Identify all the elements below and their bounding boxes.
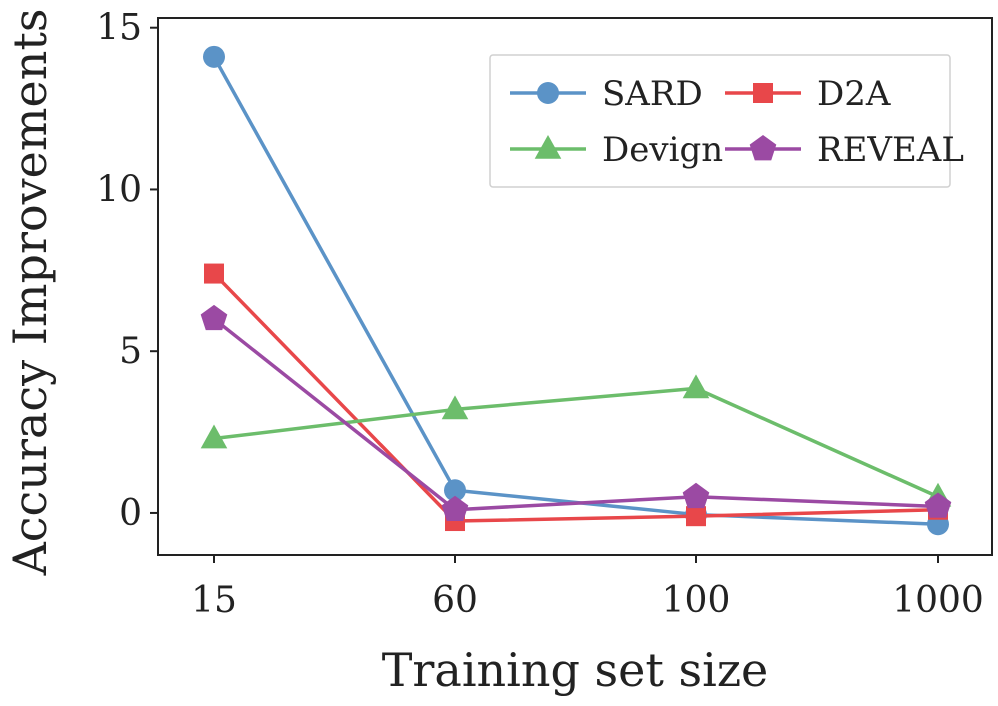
legend-item-sard: SARD <box>510 74 703 114</box>
legend-item-reveal: REVEAL <box>725 130 964 170</box>
series-layer <box>200 45 952 536</box>
x-tick-label: 60 <box>432 580 478 621</box>
x-axis-label: Training set size <box>382 643 769 697</box>
legend-marker <box>537 82 559 104</box>
y-tick-label: 10 <box>96 169 142 210</box>
x-tick-label: 15 <box>191 580 237 621</box>
series-line <box>213 386 939 499</box>
y-tick-label: 5 <box>119 331 142 372</box>
data-point <box>686 506 706 527</box>
data-point <box>204 263 224 284</box>
data-point <box>200 304 228 331</box>
series-line <box>212 272 939 523</box>
legend-item-d2a: D2A <box>725 74 891 114</box>
y-axis-label: Accuracy Improvements <box>3 9 57 577</box>
legend-item-devign: Devign <box>510 130 723 170</box>
data-point <box>200 424 228 449</box>
data-point <box>924 492 952 518</box>
series-devign <box>200 374 952 507</box>
data-point <box>441 395 469 420</box>
legend-label: D2A <box>817 74 891 114</box>
y-tick-label: 15 <box>96 8 142 49</box>
legend-label: SARD <box>602 74 703 114</box>
series-reveal <box>200 304 952 522</box>
plot-area-frame <box>157 17 993 556</box>
data-point <box>441 495 469 522</box>
legend-box <box>489 54 951 188</box>
x-axis-ticks: 15 60 100 1000 <box>191 555 984 621</box>
legend-label: REVEAL <box>817 130 964 170</box>
data-point <box>682 374 710 399</box>
legend-marker <box>534 135 562 159</box>
legend: SARD D2A Devign REVEAL <box>489 54 964 188</box>
data-point <box>682 482 710 509</box>
y-tick-label: 0 <box>119 493 142 534</box>
legend-marker <box>749 135 777 161</box>
data-point <box>203 45 225 68</box>
x-tick-label: 100 <box>662 580 731 621</box>
x-tick-label: 1000 <box>892 580 984 621</box>
y-axis-ticks: 0 5 10 15 <box>96 8 158 534</box>
legend-label: Devign <box>602 130 723 170</box>
data-point <box>444 479 466 502</box>
series-line <box>212 317 939 512</box>
legend-marker <box>753 83 773 103</box>
